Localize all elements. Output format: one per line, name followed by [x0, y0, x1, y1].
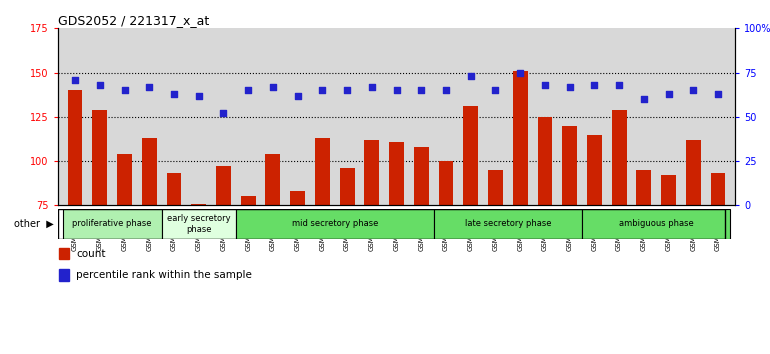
Point	[415, 87, 427, 93]
Bar	[413, 147, 429, 205]
Text: ambiguous phase: ambiguous phase	[619, 219, 694, 228]
Bar	[340, 168, 354, 205]
Text: percentile rank within the sample: percentile rank within the sample	[76, 270, 252, 280]
Point	[489, 87, 501, 93]
Point	[564, 84, 576, 90]
Bar	[59, 247, 69, 259]
Point	[143, 84, 156, 90]
Bar	[711, 173, 725, 205]
Bar	[439, 161, 454, 205]
Text: mid secretory phase: mid secretory phase	[292, 219, 378, 228]
Point	[440, 87, 452, 93]
Point	[588, 82, 601, 88]
Text: proliferative phase: proliferative phase	[72, 219, 152, 228]
Point	[292, 93, 304, 98]
Bar	[236, 209, 434, 239]
Bar	[537, 117, 552, 205]
Bar	[611, 110, 627, 205]
Bar	[637, 170, 651, 205]
Bar	[166, 173, 182, 205]
Point	[464, 73, 477, 79]
Bar	[364, 140, 380, 205]
Bar	[290, 191, 305, 205]
Point	[266, 84, 279, 90]
Bar	[216, 166, 231, 205]
Bar	[162, 209, 236, 239]
Point	[638, 96, 650, 102]
Point	[69, 77, 81, 82]
Point	[662, 91, 675, 97]
Bar	[587, 135, 602, 205]
Text: late secretory phase: late secretory phase	[464, 219, 551, 228]
Bar	[62, 209, 162, 239]
Point	[242, 87, 254, 93]
Point	[316, 87, 329, 93]
Bar	[389, 142, 404, 205]
Point	[613, 82, 625, 88]
Bar	[117, 154, 132, 205]
Text: count: count	[76, 249, 105, 258]
Bar	[315, 138, 330, 205]
Text: GDS2052 / 221317_x_at: GDS2052 / 221317_x_at	[58, 14, 209, 27]
Bar	[661, 175, 676, 205]
Point	[712, 91, 725, 97]
Point	[217, 110, 229, 116]
Point	[341, 87, 353, 93]
Point	[514, 70, 527, 75]
Bar	[92, 110, 107, 205]
Point	[119, 87, 131, 93]
Text: early secretory
phase: early secretory phase	[167, 214, 230, 234]
Bar	[191, 204, 206, 205]
Bar	[68, 90, 82, 205]
Point	[168, 91, 180, 97]
Text: other  ▶: other ▶	[14, 219, 54, 229]
Bar	[241, 196, 256, 205]
Bar	[434, 209, 582, 239]
Point	[539, 82, 551, 88]
Bar	[142, 138, 156, 205]
Bar	[488, 170, 503, 205]
Bar	[59, 269, 69, 281]
Point	[366, 84, 378, 90]
Point	[687, 87, 699, 93]
Point	[192, 93, 205, 98]
Bar	[266, 154, 280, 205]
Bar	[464, 106, 478, 205]
Point	[94, 82, 106, 88]
Bar	[513, 71, 527, 205]
Point	[390, 87, 403, 93]
Bar	[686, 140, 701, 205]
Bar	[582, 209, 731, 239]
Bar	[562, 126, 577, 205]
